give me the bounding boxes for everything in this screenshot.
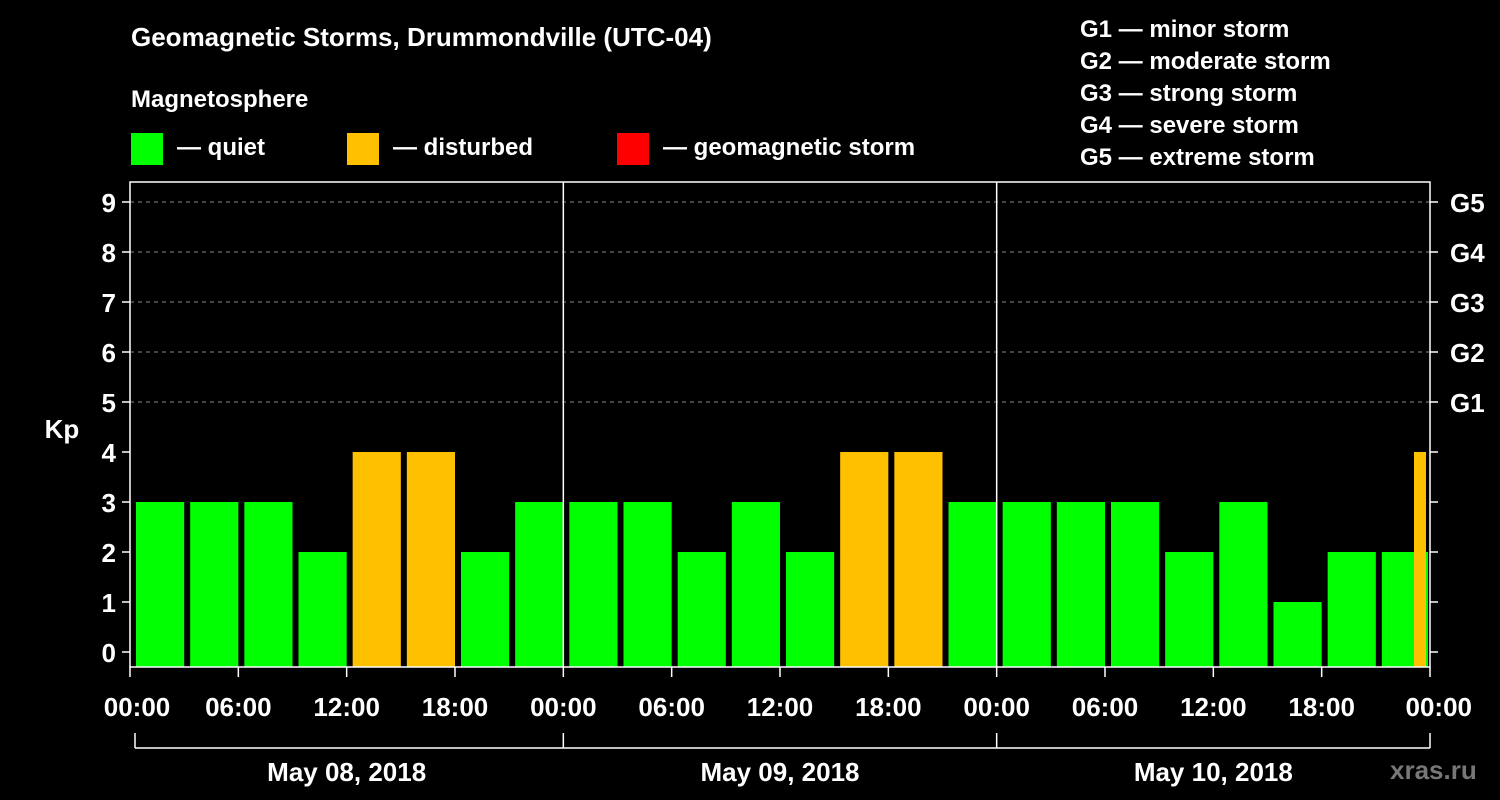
y-tick-label: 5 [102,388,116,418]
chart-title: Geomagnetic Storms, Drummondville (UTC-0… [131,22,712,52]
storm-scale-legend: G1 — minor storm G2 — moderate storm G3 … [1080,14,1331,174]
storm-level-label-g2: G2 [1450,338,1485,368]
y-tick-label: 7 [102,288,116,318]
kp-bar-4 [352,452,401,667]
storm-scale-g2: G2 — moderate storm [1080,48,1331,75]
legend-heading: Magnetosphere [131,86,309,113]
kp-bar-15 [948,502,997,667]
legend-label-quiet: — quiet [177,134,265,161]
y-tick-label: 6 [102,338,116,368]
x-tick-label: 06:00 [1072,692,1139,722]
watermark: xras.ru [1390,755,1477,785]
kp-bar-7 [515,502,564,667]
legend-swatch-quiet [131,133,163,165]
date-label: May 09, 2018 [700,757,859,787]
kp-bar-9 [623,502,672,667]
x-tick-label: 06:00 [205,692,272,722]
kp-bar-20 [1219,502,1268,667]
x-tick-label: 12:00 [747,692,814,722]
kp-bar-22 [1327,552,1376,667]
legend-swatch-storm [617,133,649,165]
x-tick-label: 18:00 [855,692,922,722]
storm-scale-g3: G3 — strong storm [1080,80,1298,107]
storm-level-label-g1: G1 [1450,388,1485,418]
x-tick-label: 06:00 [638,692,705,722]
x-tick-label: 12:00 [313,692,380,722]
x-tick-label: 00:00 [104,692,171,722]
x-tick-label: 00:00 [963,692,1030,722]
x-tick-label: 18:00 [422,692,489,722]
x-tick-label: 18:00 [1288,692,1355,722]
legend-label-disturbed: — disturbed [393,134,534,161]
kp-bar-12 [786,552,835,667]
kp-bar-11 [731,502,780,667]
y-tick-label: 0 [102,638,116,668]
storm-scale-g1: G1 — minor storm [1080,16,1290,43]
storm-scale-g4: G4 — severe storm [1080,112,1299,139]
kp-bar-17 [1056,502,1105,667]
date-label: May 08, 2018 [267,757,426,787]
y-tick-label: 3 [102,488,116,518]
kp-bar-1 [190,502,239,667]
kp-bar-10 [677,552,726,667]
kp-bar-8 [569,502,618,667]
kp-bar-3 [298,552,347,667]
x-tick-label: 00:00 [1406,692,1473,722]
kp-bar-16 [1002,502,1051,667]
y-tick-label: 8 [102,238,116,268]
kp-bar-6 [461,552,510,667]
kp-bar-19 [1165,552,1214,667]
kp-bar-14 [894,452,943,667]
storm-level-label-g5: G5 [1450,188,1485,218]
kp-bar-0 [136,502,185,667]
legend-label-storm: — geomagnetic storm [663,134,916,161]
legend-swatch-disturbed [347,133,379,165]
kp-bar-5 [406,452,455,667]
x-tick-label: 00:00 [530,692,597,722]
x-tick-label: 12:00 [1180,692,1247,722]
y-tick-label: 2 [102,538,116,568]
kp-bar-18 [1111,502,1160,667]
storm-level-label-g4: G4 [1450,238,1485,268]
y-tick-label: 9 [102,188,116,218]
y-tick-label: 4 [102,438,117,468]
kp-bar-13 [840,452,889,667]
kp-bar-24 [1414,452,1426,667]
storm-scale-g5: G5 — extreme storm [1080,144,1315,171]
y-tick-label: 1 [102,588,116,618]
date-label: May 10, 2018 [1134,757,1293,787]
storm-level-label-g3: G3 [1450,288,1485,318]
y-axis-label: Kp [45,414,80,444]
kp-bar-2 [244,502,293,667]
kp-bar-21 [1273,602,1322,667]
